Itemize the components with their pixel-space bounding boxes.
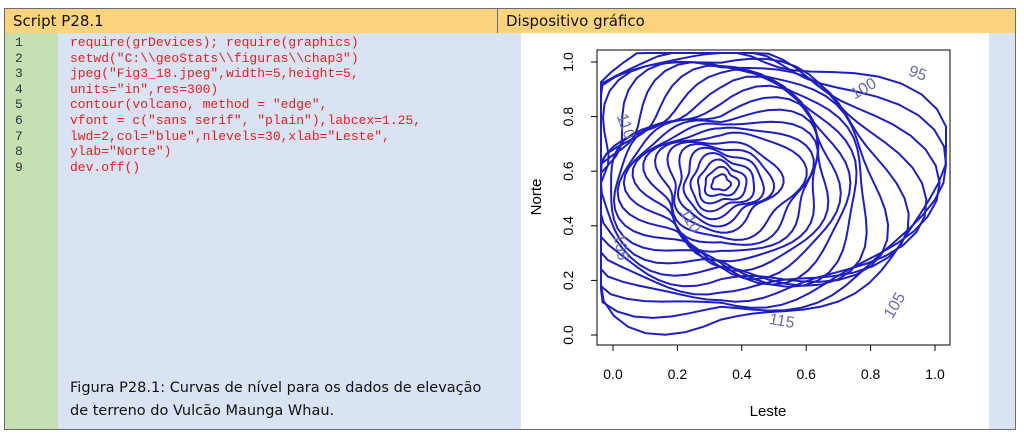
contour-label: 115 [768,311,796,332]
code-lines: require(grDevices); require(graphics) set… [58,33,497,175]
line-number: 5 [15,97,23,113]
x-tick-label: 0.2 [668,366,688,382]
contour-label: 105 [610,233,631,262]
code-line: lwd=2,col="blue",nlevels=30,xlab="Leste"… [70,128,390,144]
x-axis-label: Leste [750,403,787,420]
contour-line [600,52,941,309]
x-tick-label: 1.0 [925,366,945,382]
contour-line [710,173,733,192]
script-header: Script P28.1 [4,8,498,34]
caption-line: Figura P28.1: Curvas de nível para os da… [70,380,482,396]
caption: Figura P28.1: Curvas de nível para os da… [70,377,481,423]
contour-line [600,68,858,288]
x-tick-label: 0.8 [861,366,881,382]
y-tick-label: 0.6 [560,161,576,181]
line-number: 1 [15,35,23,50]
y-tick-label: 0.4 [560,216,576,236]
code-line: require(grDevices); require(graphics) [70,35,359,50]
x-tick-label: 0.6 [796,366,816,382]
contour-line [642,126,815,246]
line-number: 7 [15,128,23,144]
contour-line [666,141,785,234]
y-tick-label: 0.2 [560,270,576,290]
contour-line [689,151,756,213]
line-number: 3 [15,66,23,82]
device-header: Dispositivo gráfico [497,8,1016,34]
x-tick-label: 0.0 [603,366,623,382]
contour-line [631,120,819,253]
device-panel: Leste Norte 0.0 0.2 0.4 0.6 0.8 1.0 0.0 0.2 0.4 0… [497,33,1016,430]
contour-line [600,64,868,287]
contour-label: 100 [848,75,880,103]
y-axis-label: Norte [528,179,545,216]
contour-line [696,158,748,205]
contour-line [616,96,830,273]
y-tick-label: 1.0 [560,52,576,72]
contour-plot: Leste Norte 0.0 0.2 0.4 0.6 0.8 1.0 0.0 0.2 0.4 0… [521,33,989,429]
code-line: setwd("C:\\geoStats\\figuras\\chap3") [70,50,359,66]
code-line: contour(volcano, method = "edge", [70,97,328,113]
code-line: jpeg("Fig3_18.jpeg",width=5,height=5, [70,66,359,82]
contour-line [682,146,765,221]
code-line: ylab="Norte") [70,144,172,160]
contour-line [610,75,852,286]
contour-line [622,108,820,263]
contour-line [653,131,808,241]
line-number: 8 [15,144,23,160]
code-line: units="in",res=300) [70,81,219,97]
code-line: vfont = c("sans serif", "plain"),labcex=… [70,112,422,128]
contour-line [600,52,947,336]
line-number: 4 [15,81,23,97]
x-tick-label: 0.4 [732,366,752,382]
line-number: 6 [15,112,23,128]
contour-line [676,142,776,228]
y-tick-label: 0.8 [560,107,576,127]
line-number: 2 [15,50,23,66]
line-number: 9 [15,159,23,175]
contour-line [703,165,741,197]
code-panel: require(grDevices); require(graphics) set… [58,33,498,430]
y-tick-label: 0.0 [560,325,576,345]
contour-label: 95 [906,63,929,85]
plot-frame [596,49,951,346]
caption-line: de terreno do Vulcão Maunga Whau. [70,403,335,419]
code-line: dev.off() [70,159,141,175]
contours [600,52,948,336]
contour-label: 105 [881,290,909,322]
